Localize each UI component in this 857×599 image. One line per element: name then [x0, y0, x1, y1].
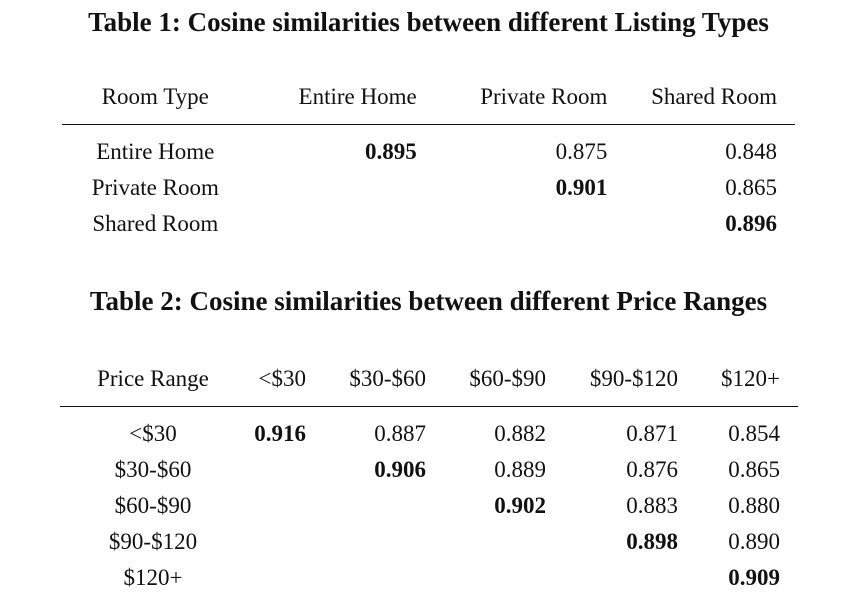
table-header-row: Price Range <$30 $30-$60 $60-$90 $90-$12… [60, 364, 798, 407]
table-row: Entire Home 0.895 0.875 0.848 [62, 125, 795, 174]
table-cell: 0.902 [494, 493, 546, 518]
table-cell [546, 563, 678, 599]
table-cell [246, 491, 306, 527]
table-header-row: Room Type Entire Home Private Room Share… [62, 82, 795, 125]
table-cell: 0.876 [626, 457, 678, 482]
column-header-room-type: Room Type [101, 84, 209, 109]
row-label: Entire Home [96, 139, 215, 164]
table-cell: 0.889 [494, 457, 546, 482]
column-header-entire-home: Entire Home [298, 84, 417, 109]
table-cell: 0.896 [725, 211, 777, 236]
column-header-private-room: Private Room [480, 84, 608, 109]
price-range-similarity-table: Price Range <$30 $30-$60 $60-$90 $90-$12… [60, 364, 798, 599]
table-cell: 0.890 [728, 529, 780, 554]
table-cell [306, 527, 426, 563]
table-cell: 0.848 [725, 139, 777, 164]
table-cell: 0.916 [254, 421, 306, 446]
table-cell: 0.854 [728, 421, 780, 446]
table-cell [417, 209, 608, 245]
row-label: <$30 [129, 421, 177, 446]
table-cell: 0.898 [626, 529, 678, 554]
row-label: $30-$60 [114, 457, 192, 482]
table-row: $60-$90 0.902 0.883 0.880 [60, 491, 798, 527]
table-cell: 0.887 [374, 421, 426, 446]
table-row: $120+ 0.909 [60, 563, 798, 599]
table-cell [306, 491, 426, 527]
table-cell [246, 563, 306, 599]
table-cell [246, 527, 306, 563]
column-header-price-range: Price Range [97, 366, 209, 391]
column-header-90-120: $90-$120 [589, 366, 678, 391]
table-cell: 0.865 [725, 175, 777, 200]
column-header-60-90: $60-$90 [469, 366, 546, 391]
table-row: Private Room 0.901 0.865 [62, 173, 795, 209]
table-cell [306, 563, 426, 599]
table-cell [426, 527, 546, 563]
table-row: $30-$60 0.906 0.889 0.876 0.865 [60, 455, 798, 491]
column-header-30-60: $30-$60 [349, 366, 426, 391]
table-cell: 0.909 [728, 565, 780, 590]
table-cell: 0.880 [728, 493, 780, 518]
table-cell [249, 209, 417, 245]
row-label: Private Room [91, 175, 219, 200]
listing-type-similarity-table: Room Type Entire Home Private Room Share… [62, 82, 795, 245]
table-row: Shared Room 0.896 [62, 209, 795, 245]
column-header-shared-room: Shared Room [651, 84, 777, 109]
table-cell: 0.882 [494, 421, 546, 446]
table-cell: 0.895 [364, 139, 417, 164]
row-label: Shared Room [92, 211, 219, 236]
row-label: $90-$120 [108, 529, 198, 554]
table-cell [426, 563, 546, 599]
table-row: <$30 0.916 0.887 0.882 0.871 0.854 [60, 407, 798, 456]
table-cell: 0.901 [555, 175, 608, 200]
table-row: $90-$120 0.898 0.890 [60, 527, 798, 563]
table-cell: 0.875 [555, 139, 608, 164]
table-cell: 0.883 [626, 493, 678, 518]
column-header-120-plus: $120+ [721, 366, 780, 391]
table-cell [249, 173, 417, 209]
table-cell [246, 455, 306, 491]
table-cell: 0.865 [728, 457, 780, 482]
row-label: $60-$90 [114, 493, 192, 518]
table-1-caption: Table 1: Cosine similarities between dif… [88, 7, 769, 37]
table-2-caption: Table 2: Cosine similarities between dif… [89, 286, 768, 316]
table-cell: 0.871 [626, 421, 678, 446]
table-cell: 0.906 [374, 457, 426, 482]
row-label: $120+ [123, 565, 183, 590]
column-header-under-30: <$30 [258, 366, 306, 391]
